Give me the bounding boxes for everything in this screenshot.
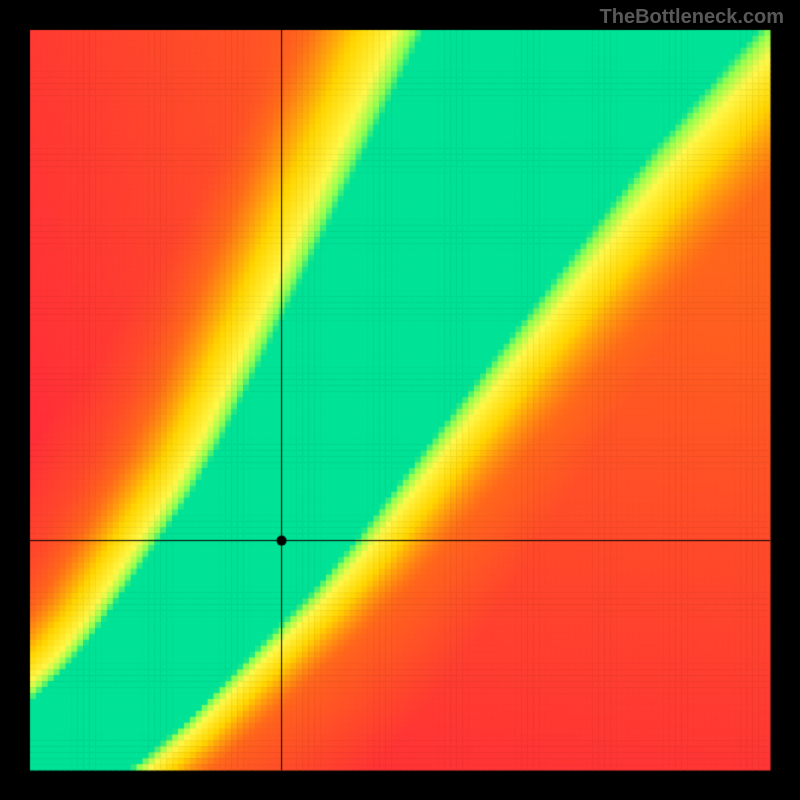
chart-container: TheBottleneck.com bbox=[0, 0, 800, 800]
attribution-label: TheBottleneck.com bbox=[600, 6, 784, 29]
heatmap-canvas bbox=[0, 0, 800, 800]
